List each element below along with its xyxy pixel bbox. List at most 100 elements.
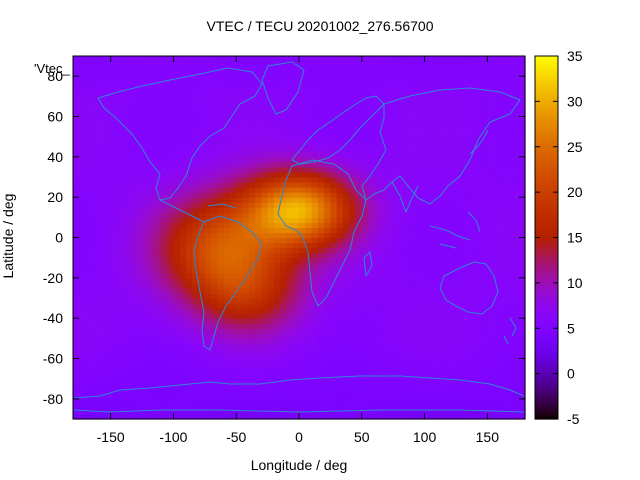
heatmap-cell [248, 56, 256, 62]
heatmap-cell [443, 177, 451, 183]
heatmap-cell [135, 353, 143, 360]
heatmap-cell [217, 287, 225, 294]
heatmap-cell [368, 393, 375, 400]
heatmap-cell [179, 298, 187, 304]
heatmap-cell [242, 81, 250, 87]
heatmap-cell [305, 313, 313, 319]
heatmap-cell [342, 303, 350, 309]
heatmap-cell [280, 146, 288, 153]
heatmap-cell [148, 318, 156, 324]
heatmap-cell [468, 348, 476, 355]
heatmap-cell [430, 212, 438, 218]
heatmap-cell [412, 86, 419, 92]
heatmap-cell [142, 292, 149, 299]
heatmap-cell [73, 358, 80, 365]
heatmap-cell [255, 323, 262, 329]
heatmap-cell [437, 177, 444, 183]
heatmap-cell [418, 126, 426, 133]
heatmap-cell [148, 237, 156, 244]
heatmap-cell [474, 408, 482, 415]
heatmap-cell [85, 76, 93, 82]
heatmap-cell [474, 333, 482, 339]
heatmap-cell [248, 217, 256, 223]
heatmap-cell [412, 267, 419, 274]
heatmap-cell [424, 136, 432, 143]
heatmap-cell [85, 303, 93, 309]
heatmap-cell [324, 66, 331, 72]
heatmap-cell [405, 217, 413, 223]
heatmap-cell [317, 353, 325, 360]
heatmap-cell [173, 272, 181, 279]
heatmap-cell [399, 86, 407, 92]
heatmap-cell [374, 413, 382, 420]
heatmap-cell [267, 282, 275, 289]
heatmap-cell [336, 151, 344, 158]
heatmap-cell [299, 398, 306, 405]
heatmap-cell [299, 141, 306, 148]
heatmap-cell [424, 247, 432, 254]
heatmap-cell [449, 177, 457, 183]
heatmap-cell [242, 403, 250, 410]
heatmap-cell [261, 358, 269, 365]
heatmap-cell [116, 76, 124, 82]
heatmap-cell [399, 116, 407, 123]
heatmap-cell [317, 111, 325, 118]
heatmap-cell [393, 192, 401, 198]
heatmap-cell [405, 358, 413, 365]
heatmap-cell [437, 398, 444, 405]
heatmap-cell [374, 343, 382, 350]
heatmap-cell [186, 353, 193, 360]
heatmap-cell [349, 217, 357, 223]
heatmap-cell [336, 252, 344, 259]
heatmap-cell [217, 373, 225, 380]
heatmap-cell [418, 393, 426, 400]
heatmap-cell [236, 192, 244, 198]
heatmap-cell [91, 408, 99, 415]
heatmap-cell [85, 187, 93, 193]
heatmap-cell [330, 378, 338, 385]
heatmap-cell [462, 146, 470, 153]
heatmap-cell [211, 151, 218, 158]
heatmap-cell [123, 76, 131, 82]
heatmap-cell [286, 333, 294, 339]
heatmap-cell [79, 81, 87, 87]
heatmap-cell [267, 182, 275, 188]
heatmap-cell [85, 373, 93, 380]
heatmap-cell [110, 56, 118, 62]
heatmap-cell [462, 222, 470, 229]
heatmap-cell [437, 242, 444, 249]
heatmap-cell [116, 272, 124, 279]
heatmap-cell [154, 282, 162, 289]
heatmap-cell [211, 393, 218, 400]
heatmap-cell [242, 71, 250, 77]
heatmap-cell [261, 323, 269, 329]
heatmap-cell [324, 242, 331, 249]
heatmap-cell [405, 318, 413, 324]
heatmap-cell [98, 126, 105, 133]
heatmap-cell [261, 202, 269, 208]
heatmap-cell [148, 403, 156, 410]
heatmap-cell [481, 368, 488, 375]
heatmap-cell [223, 388, 231, 395]
heatmap-cell [430, 106, 438, 113]
heatmap-cell [98, 343, 105, 350]
heatmap-cell [462, 151, 470, 158]
heatmap-cell [267, 197, 275, 203]
heatmap-cell [299, 378, 306, 385]
heatmap-cell [186, 227, 193, 234]
heatmap-cell [412, 287, 419, 294]
heatmap-cell [499, 282, 507, 289]
heatmap-cell [292, 61, 300, 67]
heatmap-cell [223, 177, 231, 183]
heatmap-cell [267, 106, 275, 113]
heatmap-cell [98, 182, 105, 188]
heatmap-cell [192, 353, 200, 360]
heatmap-cell [148, 217, 156, 223]
heatmap-cell [204, 91, 212, 97]
heatmap-cell [142, 403, 149, 410]
heatmap-cell [317, 237, 325, 244]
heatmap-cell [506, 363, 514, 370]
heatmap-cell [273, 61, 281, 67]
heatmap-cell [211, 106, 218, 113]
heatmap-cell [198, 272, 206, 279]
